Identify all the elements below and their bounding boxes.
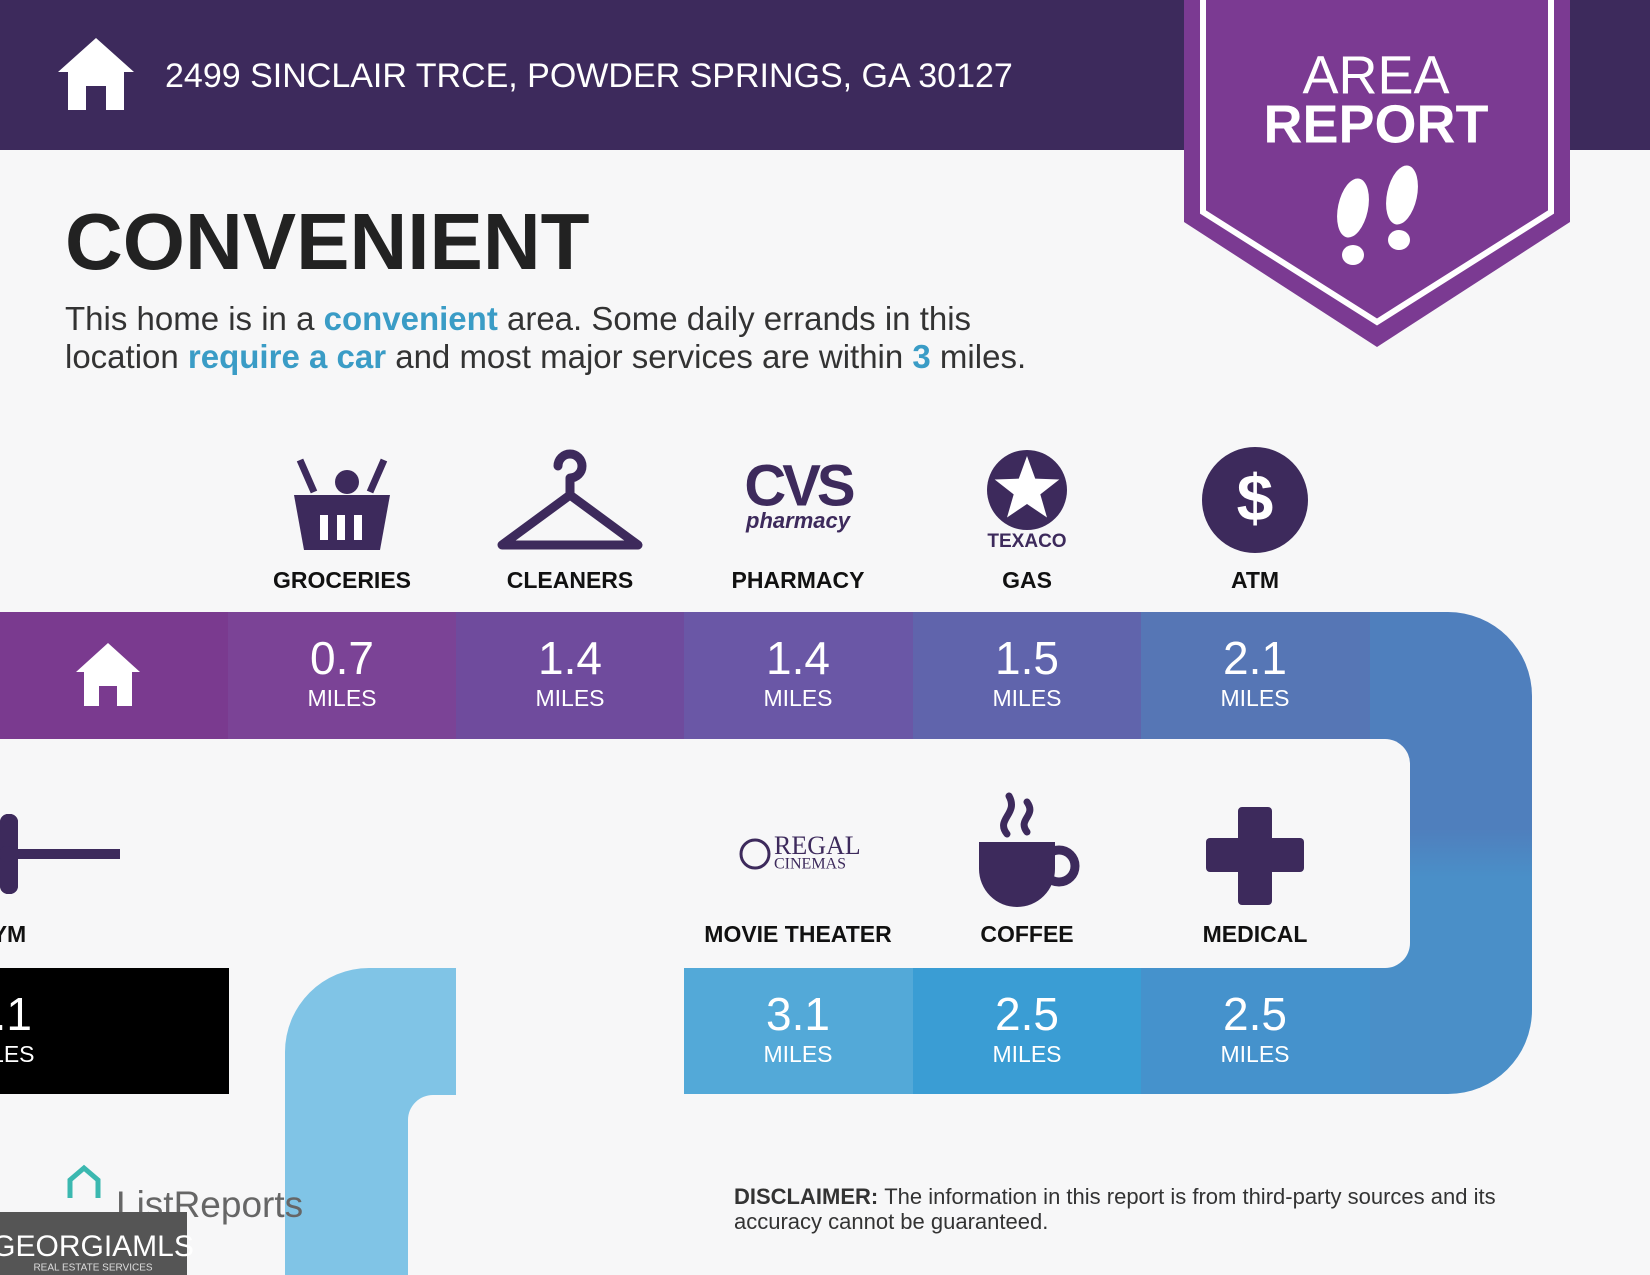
distance: 0.7 xyxy=(310,632,374,684)
disclaimer: DISCLAIMER: The information in this repor… xyxy=(734,1184,1496,1209)
item-label: CLEANERS xyxy=(507,567,634,593)
icon xyxy=(320,515,328,540)
item-label: GAS xyxy=(1002,567,1052,593)
description-text: location xyxy=(65,338,188,375)
item-label: COFFEE xyxy=(980,921,1073,947)
road-inner xyxy=(1368,739,1410,968)
distance-unit: MILES xyxy=(535,685,604,711)
badge-border xyxy=(1200,0,1554,326)
highlight: require a car xyxy=(188,338,386,375)
highlight: convenient xyxy=(324,300,498,337)
description-text: This home is in a xyxy=(65,300,324,337)
item-label: ATM xyxy=(1231,567,1279,593)
logo: $ xyxy=(1237,460,1274,534)
distance: 2.5 xyxy=(995,988,1059,1040)
mls: GEORGIAMLS xyxy=(0,1230,194,1263)
item-label: GROCERIES xyxy=(273,567,411,593)
brand-icon xyxy=(67,1164,101,1198)
distance: 3.1 xyxy=(766,988,830,1040)
footprint xyxy=(1337,178,1369,238)
logo: CVS xyxy=(744,453,854,518)
distance-cell xyxy=(456,612,685,739)
footprint xyxy=(1386,165,1418,225)
description-line: location require a car and most major se… xyxy=(65,338,1026,375)
icon xyxy=(1202,447,1308,553)
badge-line: AREA xyxy=(1302,45,1449,105)
logo: REGAL xyxy=(774,831,861,860)
distance-cell xyxy=(1141,612,1370,739)
disclaimer-label: DISCLAIMER: xyxy=(734,1184,878,1209)
distance-unit: MILES xyxy=(763,685,832,711)
description-line: This home is in a convenient area. Some … xyxy=(65,300,971,337)
icon xyxy=(354,515,362,540)
footprint xyxy=(1342,245,1364,265)
icon xyxy=(1206,838,1304,872)
logo: TEXACO xyxy=(987,531,1066,552)
items: GROCERIES0.7MILESCLEANERS1.4MILESCVSphar… xyxy=(0,447,1370,1094)
distance-unit: MILES xyxy=(1220,685,1289,711)
icon xyxy=(337,515,345,540)
item-label: MEDICAL xyxy=(1203,921,1308,947)
distance-cell xyxy=(228,612,457,739)
footprint xyxy=(1388,230,1410,250)
distance-cell xyxy=(1141,968,1370,1094)
mls-box xyxy=(0,1212,187,1275)
badge-line: REPORT xyxy=(1263,94,1488,154)
description-text: and most major services are within xyxy=(386,338,912,375)
icon xyxy=(994,456,1060,518)
distance-unit: MILES xyxy=(307,685,376,711)
distance-cell xyxy=(684,968,913,1094)
road-curve xyxy=(1368,612,1532,1094)
distance: 2.1 xyxy=(0,988,32,1040)
item-label: PHARMACY xyxy=(732,567,865,593)
icon xyxy=(335,470,359,494)
distance: 1.5 xyxy=(995,632,1059,684)
logo: pharmacy xyxy=(745,508,852,533)
description-text: miles. xyxy=(931,338,1026,375)
item-label: GYM xyxy=(0,921,26,947)
distance: 2.5 xyxy=(1223,988,1287,1040)
distance-unit: MILES xyxy=(1220,1041,1289,1067)
distance-unit: MILES xyxy=(992,685,1061,711)
icon xyxy=(1000,792,1034,838)
icon xyxy=(497,449,643,550)
icon xyxy=(739,838,771,870)
item-label: MOVIE THEATER xyxy=(704,921,892,947)
distance: 1.4 xyxy=(766,632,830,684)
home-icon xyxy=(58,38,134,110)
icon xyxy=(296,458,388,494)
icon xyxy=(1038,845,1080,887)
address: 2499 SINCLAIR TRCE, POWDER SPRINGS, GA 3… xyxy=(165,57,1013,95)
description-text: area. Some daily errands in this xyxy=(498,300,971,337)
icon xyxy=(979,842,1055,907)
distance-unit: MILES xyxy=(763,1041,832,1067)
distance-cell xyxy=(913,968,1142,1094)
distance-cell xyxy=(913,612,1142,739)
highlight: 3 xyxy=(912,338,930,375)
logo: CINEMAS xyxy=(774,856,846,873)
distance-unit: MILES xyxy=(992,1041,1061,1067)
distance-unit: MILES xyxy=(0,1041,35,1067)
home-icon xyxy=(76,643,140,706)
mls-tagline: REAL ESTATE SERVICES xyxy=(33,1263,152,1274)
icon xyxy=(0,849,120,859)
disclaimer-text: The information in this report is from t… xyxy=(884,1184,1495,1209)
title: CONVENIENT xyxy=(65,197,590,286)
disclaimer: accuracy cannot be guaranteed. xyxy=(734,1209,1048,1234)
road-curve xyxy=(285,968,456,1275)
distance-cell xyxy=(684,612,913,739)
distance: 1.4 xyxy=(538,632,602,684)
distance: 2.1 xyxy=(1223,632,1287,684)
distance-cell xyxy=(0,968,229,1094)
icon xyxy=(0,846,14,862)
